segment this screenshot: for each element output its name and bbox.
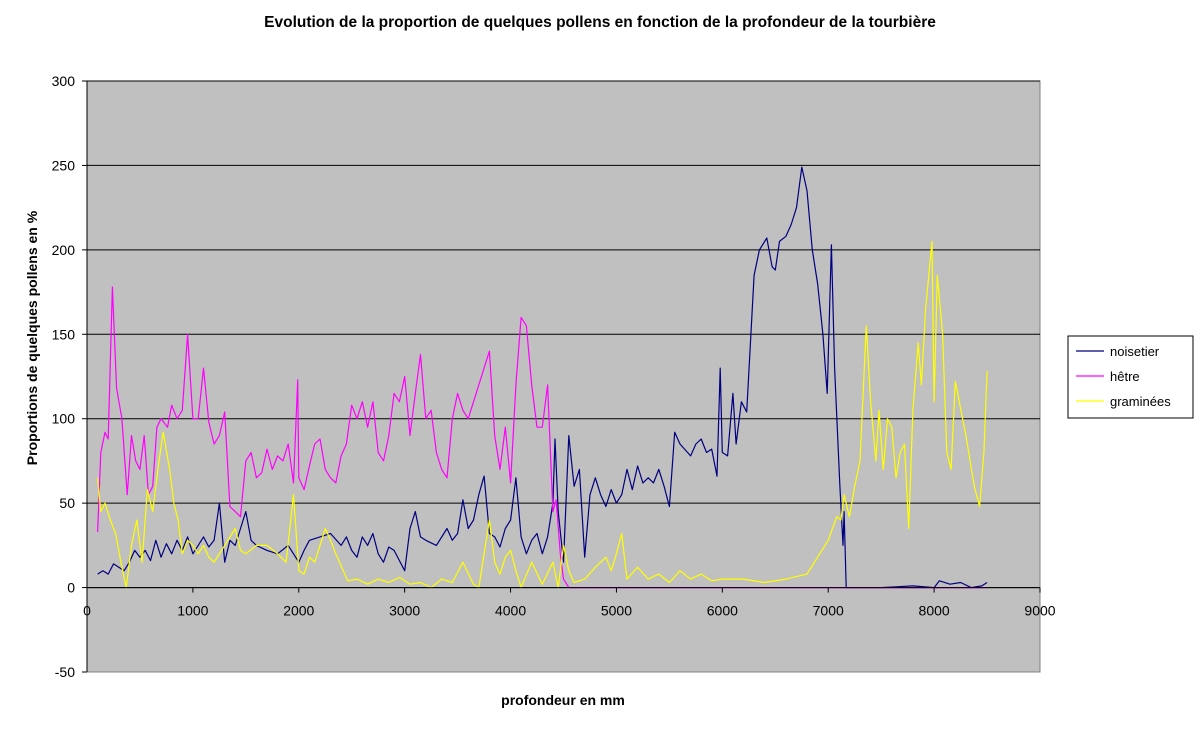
y-tick-label: 300 [52, 73, 76, 89]
x-tick-label: 3000 [389, 603, 420, 619]
chart-title: Evolution de la proportion de quelques p… [264, 14, 936, 31]
y-tick-label: -50 [55, 664, 75, 680]
x-tick-label: 9000 [1024, 603, 1055, 619]
y-tick-label: 200 [52, 242, 76, 258]
x-tick-label: 1000 [177, 603, 208, 619]
y-tick-label: 0 [67, 580, 75, 596]
plot-area [86, 80, 1041, 673]
legend-label-graminees: graminées [1110, 394, 1171, 409]
x-tick-label: 0 [83, 603, 91, 619]
y-tick-label: 250 [52, 157, 76, 173]
x-tick-label: 7000 [813, 603, 844, 619]
x-tick-label: 5000 [601, 603, 632, 619]
legend-label-hetre: hêtre [1110, 369, 1140, 384]
x-axis-label: profondeur en mm [501, 692, 625, 708]
y-axis-label: Proportions de quelques pollens en % [24, 210, 40, 465]
series-line-hetre [97, 286, 988, 589]
legend: noisetier hêtre graminées [1067, 335, 1194, 419]
x-tick-label: 6000 [707, 603, 738, 619]
legend-box [1067, 335, 1194, 419]
y-tick-label: 150 [52, 326, 76, 342]
series-line-graminees [97, 240, 988, 589]
series-line-noisetier [97, 166, 988, 589]
x-tick-label: 4000 [495, 603, 526, 619]
x-tick-label: 8000 [919, 603, 950, 619]
x-tick-label: 2000 [283, 603, 314, 619]
y-tick-label: 50 [59, 495, 75, 511]
legend-label-noisetier: noisetier [1110, 344, 1160, 359]
y-tick-label: 100 [52, 411, 76, 427]
